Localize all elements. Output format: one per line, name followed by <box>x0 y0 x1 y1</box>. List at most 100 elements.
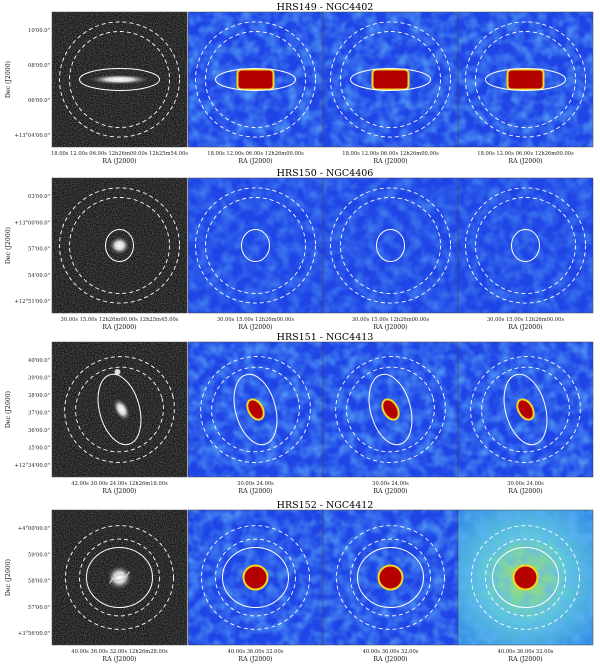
panel-frame <box>51 11 188 148</box>
outer-background-annulus <box>330 21 451 138</box>
x-axis-label: RA (J2000) <box>508 158 542 165</box>
x-tick-labels: 18.00s 12.00s 06.00s 12h26m00.00s <box>477 151 574 157</box>
y-tick-label: 03'00.0" <box>28 194 50 200</box>
spiral-arm <box>108 571 131 584</box>
row-title: HRS150 - NGC4406 <box>277 168 374 179</box>
x-tick-labels: 30.00s 15.00s 12h26m00.00s <box>487 317 565 323</box>
flux-map-panel <box>457 11 594 148</box>
aperture-ellipse <box>350 68 431 91</box>
flux-map-panel <box>322 177 459 314</box>
aperture-ellipse <box>222 547 289 608</box>
x-tick-labels: 30.00s 24.00s <box>237 481 274 487</box>
aperture-ellipse <box>105 229 134 262</box>
y-tick-label: +3°56'00.0" <box>18 631 50 637</box>
optical-image-panel <box>51 11 188 148</box>
panel-frame <box>51 177 188 314</box>
x-tick-labels: 30.00s 15.00s 12h26m00.00s 12h25m45.00s <box>61 317 179 323</box>
aperture-ellipse <box>503 373 548 446</box>
flux-map-panel <box>187 11 324 148</box>
star-image <box>114 369 121 375</box>
row-title: HRS151 - NGC4413 <box>277 332 374 343</box>
y-tick-label: +4°00'00.0" <box>18 526 50 532</box>
flux-map-panel <box>322 341 459 478</box>
flux-map-panel <box>187 341 324 478</box>
aperture-overlay <box>336 525 445 630</box>
aperture-overlay <box>59 21 180 138</box>
aperture-overlay <box>465 21 586 138</box>
outer-background-annulus <box>201 525 310 630</box>
flux-map-panel <box>457 177 594 314</box>
outer-background-annulus <box>330 187 451 304</box>
galaxy-image <box>112 398 131 421</box>
inner-background-annulus <box>485 538 566 617</box>
aperture-ellipse <box>511 229 540 262</box>
y-tick-label: 57'00.0" <box>28 247 50 253</box>
panel-frame <box>457 11 594 148</box>
emission-core <box>371 68 410 91</box>
aperture-overlay <box>201 525 310 630</box>
map-noise <box>323 178 458 313</box>
outer-background-annulus <box>59 21 180 138</box>
aperture-overlay <box>330 21 451 138</box>
x-axis-label: RA (J2000) <box>238 324 272 331</box>
x-axis-label: RA (J2000) <box>373 324 407 331</box>
aperture-ellipse <box>86 547 153 608</box>
flux-map-panel <box>322 11 459 148</box>
row-title: HRS149 - NGC4402 <box>277 2 374 13</box>
map-noise <box>188 178 323 313</box>
x-tick-labels: 40.00s 36.00s 32.00s 12h26m28.00s <box>71 649 168 655</box>
x-axis-label: RA (J2000) <box>238 656 272 663</box>
emission-core <box>516 398 535 421</box>
outer-background-annulus <box>465 187 586 304</box>
aperture-overlay <box>471 525 580 630</box>
aperture-overlay <box>65 525 174 630</box>
y-tick-label: 38'00.0" <box>28 393 50 399</box>
aperture-overlay <box>195 187 316 304</box>
emission-core <box>246 398 265 421</box>
flux-map-panel <box>457 341 594 478</box>
figure-row: HRS150 - NGC4406 Dec (J2000) 03'00.0" +13°0… <box>5 168 594 331</box>
x-axis-label: RA (J2000) <box>238 488 272 495</box>
y-tick-label: 40'00.0" <box>28 358 50 364</box>
galaxy-image <box>89 74 150 85</box>
inner-background-annulus <box>481 366 570 453</box>
y-tick-label: +13°04'00.0" <box>14 133 50 139</box>
y-tick-label: +13°00'00.0" <box>14 220 50 226</box>
optical-image-panel <box>51 177 188 314</box>
aperture-overlay <box>59 187 180 304</box>
outer-background-annulus <box>59 187 180 304</box>
aperture-ellipse <box>368 373 413 446</box>
inner-background-annulus <box>475 197 576 294</box>
panel-frame <box>457 509 594 646</box>
y-tick-label: 10'00.0" <box>28 28 50 34</box>
y-tick-label: 08'00.0" <box>28 63 50 69</box>
aperture-overlay <box>330 187 451 304</box>
y-tick-label: 06'00.0" <box>28 98 50 104</box>
aperture-ellipse <box>215 68 296 91</box>
y-tick-label: 54'00.0" <box>28 273 50 279</box>
x-tick-labels: 30.00s 24.00s <box>372 481 409 487</box>
x-axis-label: RA (J2000) <box>238 158 272 165</box>
x-tick-labels: 18.00s 12.00s 06.00s 12h26m00.00s 12h25m… <box>51 151 188 157</box>
y-tick-label: 59'00.0" <box>28 552 50 558</box>
inner-background-annulus <box>350 538 431 617</box>
inner-background-annulus <box>69 31 170 128</box>
flux-map-panel <box>187 509 324 646</box>
panel-frame <box>457 341 594 478</box>
x-tick-labels: 18.00s 12.00s 06.00s 12h26m00.00s <box>207 151 304 157</box>
panel-frame <box>51 509 188 646</box>
inner-background-annulus <box>215 538 296 617</box>
optical-image-panel <box>51 509 188 646</box>
x-axis-label: RA (J2000) <box>508 656 542 663</box>
x-axis-label: RA (J2000) <box>373 158 407 165</box>
flux-map-panel <box>457 509 594 646</box>
figure-row: HRS149 - NGC4402 Dec (J2000) 10'00.0" 08'00… <box>5 2 594 165</box>
aperture-ellipse <box>97 373 142 446</box>
aperture-overlay <box>335 356 446 463</box>
x-axis-label: RA (J2000) <box>373 656 407 663</box>
x-tick-labels: 40.00s 36.00s 32.00s <box>498 649 554 655</box>
inner-background-annulus <box>205 31 306 128</box>
x-axis-label: RA (J2000) <box>102 158 136 165</box>
inner-background-annulus <box>75 366 164 453</box>
